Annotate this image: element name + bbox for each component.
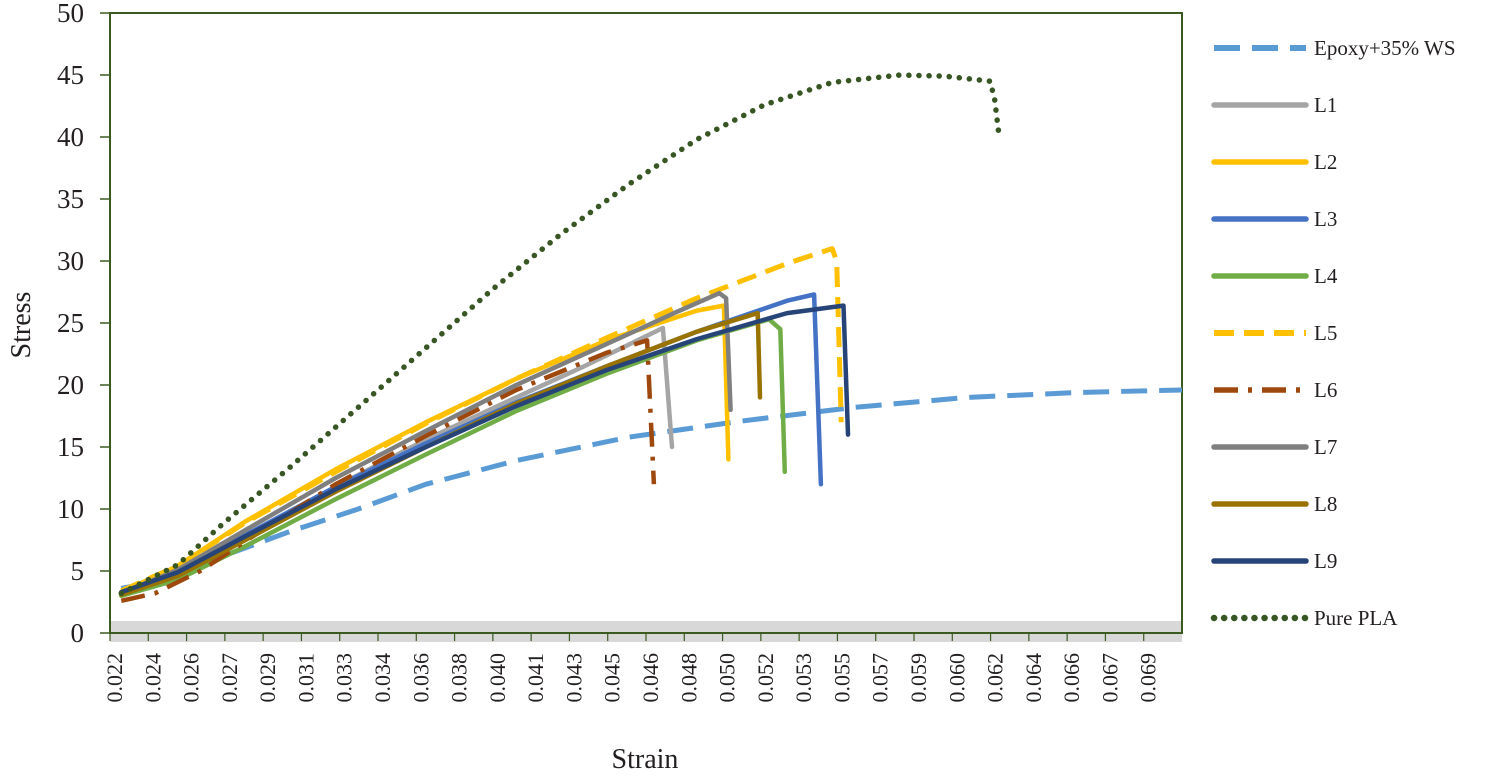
series-group xyxy=(118,72,1183,603)
x-tick-label: 0.066 xyxy=(1059,653,1084,703)
legend-label: Pure PLA xyxy=(1314,606,1398,630)
x-tick-label: 0.064 xyxy=(1021,653,1046,703)
x-tick-label: 0.022 xyxy=(102,653,127,703)
legend-label: L8 xyxy=(1314,492,1337,516)
x-tick-label: 0.024 xyxy=(140,653,165,703)
x-tick-label: 0.057 xyxy=(868,653,893,703)
y-tick-label: 15 xyxy=(57,432,84,462)
x-tick-label: 0.027 xyxy=(217,653,242,703)
series-line-pure-pla xyxy=(118,72,1002,597)
y-tick-label: 10 xyxy=(57,494,84,524)
axes: 0 5 10 15 20 25 30 35 40 45 50 0.022 0.024 0.026 0.027… xyxy=(57,0,1161,703)
legend-label: L3 xyxy=(1314,207,1337,231)
y-tick-label: 45 xyxy=(57,60,84,90)
legend-label: L7 xyxy=(1314,435,1337,459)
y-tick-label: 25 xyxy=(57,308,84,338)
y-tick-label: 35 xyxy=(57,184,84,214)
y-tick-label: 30 xyxy=(57,246,84,276)
y-axis-title: Stress xyxy=(6,292,37,359)
y-tick-label: 20 xyxy=(57,370,84,400)
x-tick-label: 0.034 xyxy=(370,653,395,703)
legend-label: L4 xyxy=(1314,264,1338,288)
y-tick-label: 50 xyxy=(57,0,84,28)
x-tick-label: 0.048 xyxy=(676,653,701,703)
legend-label: L9 xyxy=(1314,549,1337,573)
legend-label: L2 xyxy=(1314,150,1337,174)
legend-label: L1 xyxy=(1314,93,1337,117)
x-tick-label: 0.033 xyxy=(332,653,357,703)
legend-label: L5 xyxy=(1314,321,1337,345)
legend-label: L6 xyxy=(1314,378,1337,402)
x-tick-label: 0.045 xyxy=(600,653,625,703)
series-line-l9 xyxy=(119,303,851,595)
x-tick-label: 0.041 xyxy=(523,653,548,703)
x-tick-label: 0.067 xyxy=(1097,653,1122,703)
x-tick-label: 0.060 xyxy=(944,653,969,703)
legend: Epoxy+35% WS L1 L2 L3 L4 L5 L6 L7 L8 L9 Pure PLA xyxy=(1210,36,1456,630)
x-tick-label: 0.036 xyxy=(408,653,433,703)
y-tick-label: 40 xyxy=(57,122,84,152)
x-tick-label: 0.038 xyxy=(447,653,472,703)
y-tick-label: 0 xyxy=(71,618,85,648)
x-tick-label: 0.059 xyxy=(906,653,931,703)
x-tick-label: 0.040 xyxy=(485,653,510,703)
series-line-epoxy-35-ws xyxy=(120,387,1183,591)
x-tick-label: 0.053 xyxy=(791,653,816,703)
x-tick-label: 0.029 xyxy=(255,653,280,703)
series-line-l5 xyxy=(120,246,844,594)
x-tick-label: 0.031 xyxy=(293,653,318,703)
series-line-l7 xyxy=(119,290,733,596)
x-tick-label: 0.043 xyxy=(561,653,586,703)
x-tick-label: 0.052 xyxy=(753,653,778,703)
y-tick-label: 5 xyxy=(71,556,85,586)
x-tick-label: 0.046 xyxy=(638,653,663,703)
x-tick-label: 0.050 xyxy=(715,653,740,703)
x-tick-label: 0.069 xyxy=(1136,653,1161,703)
x-tick-label: 0.026 xyxy=(179,653,204,703)
legend-label: Epoxy+35% WS xyxy=(1314,36,1456,60)
x-tick-label: 0.062 xyxy=(983,653,1008,703)
x-tick-label: 0.055 xyxy=(829,653,854,703)
x-axis-title: Strain xyxy=(612,744,679,774)
series-line-l6 xyxy=(120,338,657,603)
